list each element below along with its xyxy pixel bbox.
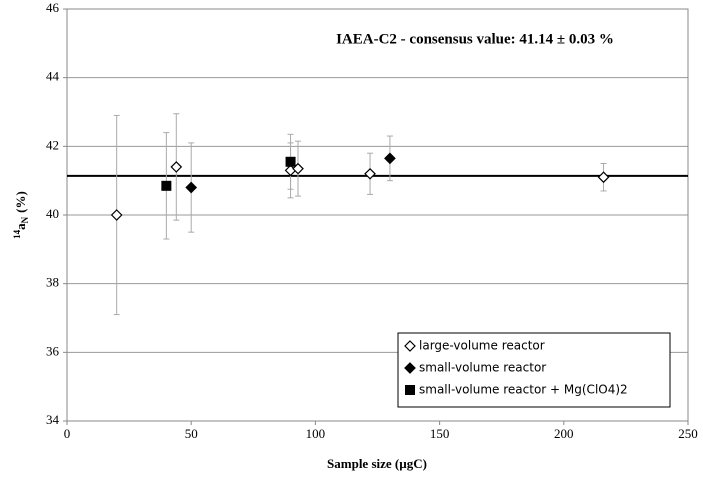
legend-marker — [404, 362, 416, 374]
legend-box — [397, 332, 671, 408]
marker — [185, 181, 198, 194]
y-label-unit: (%) — [13, 191, 28, 213]
legend: large-volume reactor small-volume reactor… — [397, 332, 671, 408]
y-label-main: a — [13, 223, 28, 230]
y-tick-label: 44 — [46, 69, 60, 84]
marker — [161, 180, 172, 191]
marker — [285, 156, 296, 167]
marker — [597, 171, 610, 184]
marker — [364, 167, 376, 180]
y-tick-label: 36 — [46, 343, 60, 358]
x-tick-label: 150 — [430, 426, 450, 441]
legend-label: small-volume reactor — [419, 361, 546, 375]
y-tick-label: 38 — [46, 275, 59, 290]
y-tick-label: 40 — [46, 206, 59, 221]
marker — [170, 161, 183, 173]
x-axis-label: Sample size (µgC) — [327, 456, 427, 471]
y-tick-label: 34 — [46, 412, 60, 427]
y-label-sup: 14 — [12, 229, 22, 239]
legend-marker — [405, 385, 415, 395]
x-tick-label: 200 — [554, 426, 574, 441]
legend-label: large-volume reactor — [419, 339, 545, 353]
legend-marker — [404, 340, 416, 352]
marker — [384, 152, 396, 165]
x-tick-label: 0 — [64, 426, 71, 441]
annotation: IAEA-C2 - consensus value: 41.14 ± 0.03 … — [336, 31, 614, 47]
y-axis-label: 14aN (%) — [12, 191, 30, 239]
x-tick-label: 250 — [678, 426, 698, 441]
x-tick-label: 100 — [306, 426, 326, 441]
legend-label: small-volume reactor + Mg(ClO4)2 — [419, 383, 628, 397]
y-tick-label: 46 — [46, 0, 60, 15]
x-tick-label: 50 — [185, 426, 198, 441]
y-tick-label: 42 — [46, 137, 59, 152]
y-label-sub: N — [20, 216, 30, 223]
marker — [110, 209, 123, 221]
